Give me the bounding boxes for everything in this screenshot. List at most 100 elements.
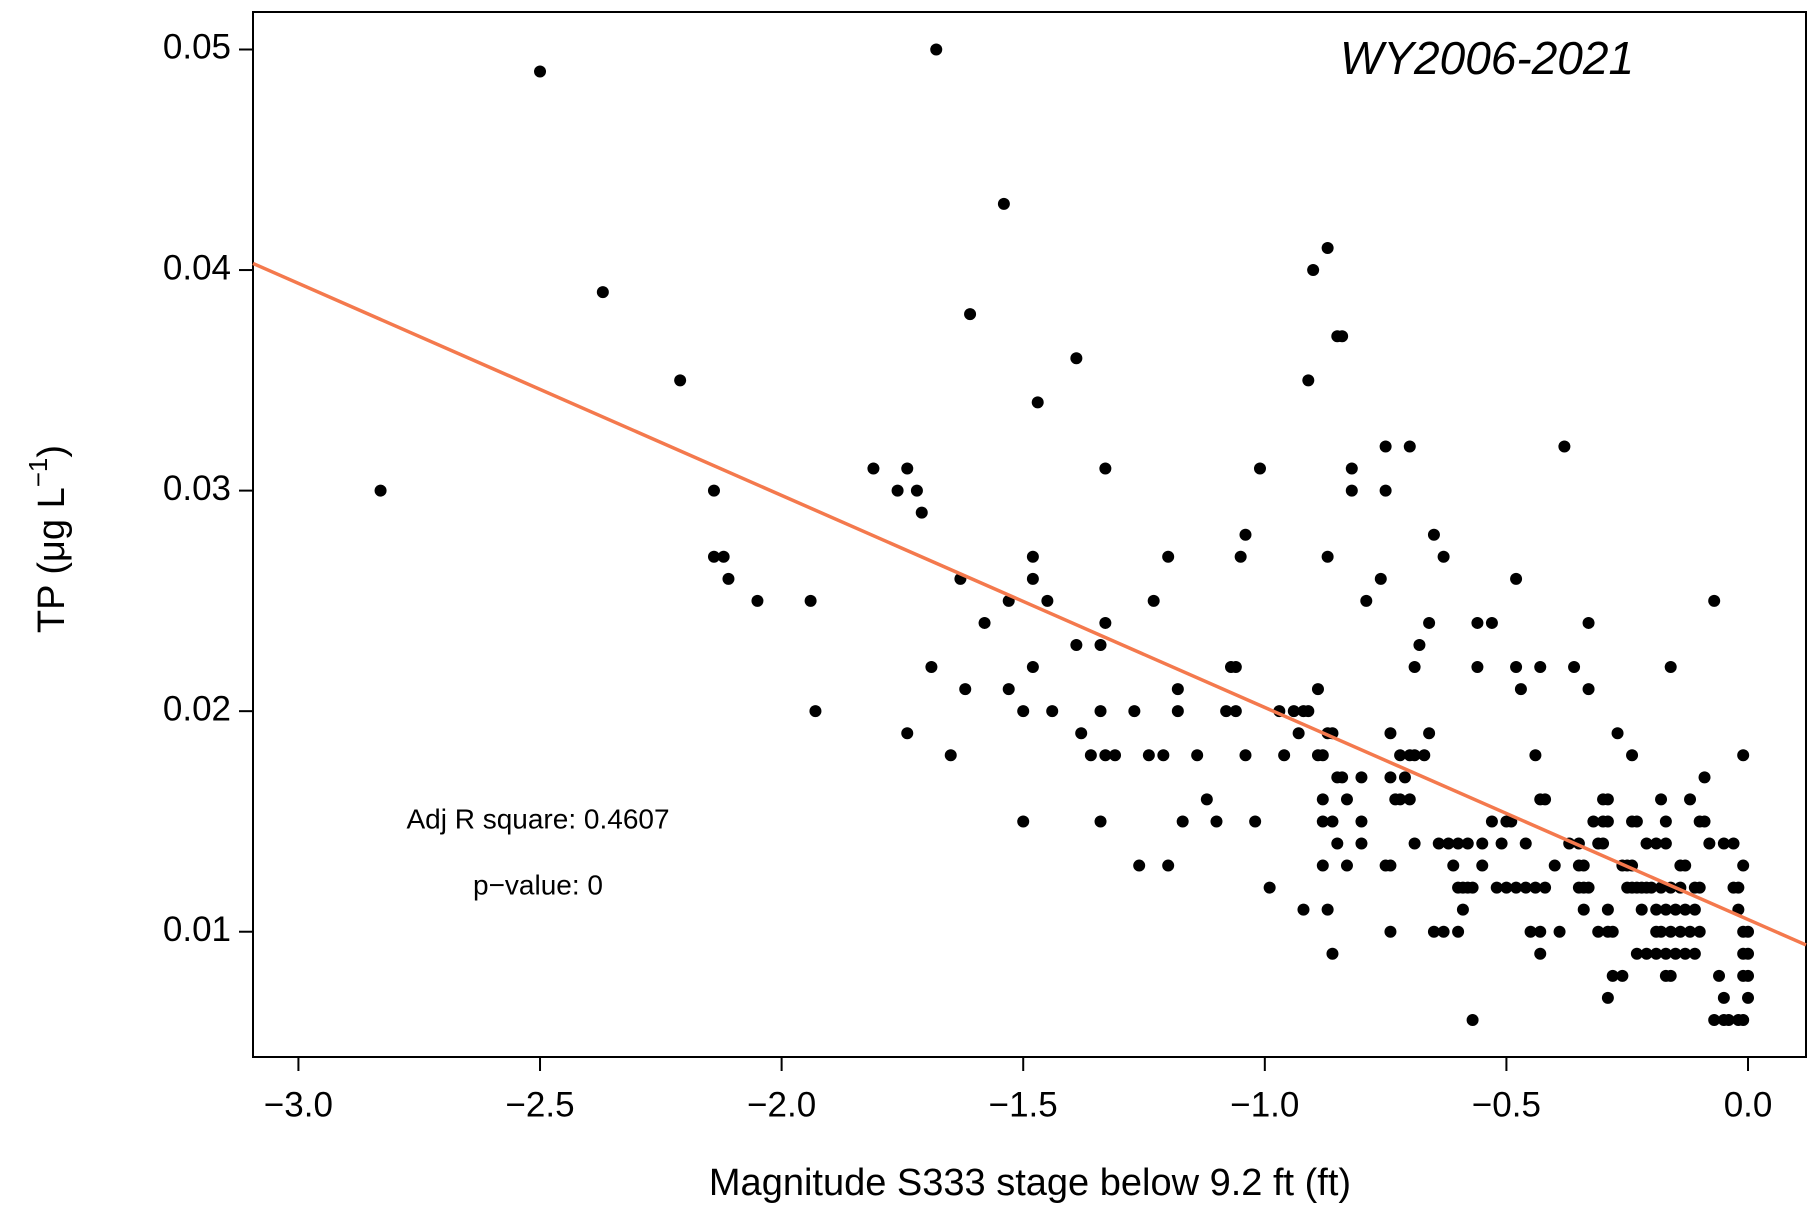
point [1220,705,1233,718]
point [1611,727,1624,740]
point [1418,749,1431,762]
point [997,197,1010,210]
y-label-sup: −1 [23,458,53,488]
point [1384,727,1397,740]
point [1394,793,1407,806]
chart-title: WY2006-2021 [1340,32,1634,84]
point [1669,903,1682,916]
point [1471,661,1484,674]
point [1384,859,1397,872]
point [1041,594,1054,607]
point [1534,661,1547,674]
point [1539,793,1552,806]
point [1017,705,1030,718]
point [1302,374,1315,387]
point [915,506,928,519]
point [534,65,547,78]
point [1630,947,1643,960]
point [867,462,880,475]
point [1408,837,1421,850]
point [1070,352,1083,365]
point [674,374,687,387]
point [1157,749,1170,762]
point [1099,749,1112,762]
x-tick-label: −2.5 [505,1085,574,1124]
point [1645,881,1658,894]
point [1336,771,1349,784]
point [1026,661,1039,674]
point [1345,484,1358,497]
point [1742,969,1755,982]
point [1128,705,1141,718]
point [930,43,943,56]
point [1316,793,1329,806]
point [1437,925,1450,938]
point [804,594,817,607]
point [1437,550,1450,563]
point [809,705,822,718]
point [1075,727,1088,740]
point [1200,793,1213,806]
point [1664,661,1677,674]
point [1321,903,1334,916]
point [1727,837,1740,850]
point [1679,903,1692,916]
point [1495,837,1508,850]
point [1099,616,1112,629]
point [978,616,991,629]
point [1592,925,1605,938]
point [1316,749,1329,762]
point [1229,661,1242,674]
point [1630,815,1643,828]
point [1737,859,1750,872]
point [1742,947,1755,960]
point [1708,1013,1721,1026]
point [1529,749,1542,762]
point [910,484,923,497]
x-axis-label: Magnitude S333 stage below 9.2 ft (ft) [709,1162,1351,1204]
point [1519,837,1532,850]
point [1210,815,1223,828]
point [1471,616,1484,629]
point [1384,771,1397,784]
point [1398,771,1411,784]
point [1510,881,1523,894]
point [1539,881,1552,894]
point [1553,925,1566,938]
point [1171,705,1184,718]
point [1162,550,1175,563]
point [1379,484,1392,497]
point [722,572,735,585]
point [1452,925,1465,938]
point [1737,749,1750,762]
point [1162,859,1175,872]
point [1239,528,1252,541]
point [901,462,914,475]
point [1601,903,1614,916]
point [1408,749,1421,762]
point [1674,925,1687,938]
point [1403,793,1416,806]
point [1568,661,1581,674]
point [1688,947,1701,960]
fit-line [252,261,1807,947]
x-tick-label: −2.0 [747,1085,816,1124]
point [1094,705,1107,718]
y-tick-label: 0.01 [163,910,231,949]
point [1510,661,1523,674]
point [1408,661,1421,674]
point [1534,925,1547,938]
point [1026,550,1039,563]
point [1650,947,1663,960]
point [1249,815,1262,828]
y-label-main: TP (μg L [31,487,73,633]
point [1191,749,1204,762]
plot-frame [252,11,1807,1058]
point [707,484,720,497]
point [751,594,764,607]
x-tick-label: −1.0 [1230,1085,1299,1124]
point [1534,947,1547,960]
point [1737,1013,1750,1026]
point [1316,859,1329,872]
point [1403,440,1416,453]
